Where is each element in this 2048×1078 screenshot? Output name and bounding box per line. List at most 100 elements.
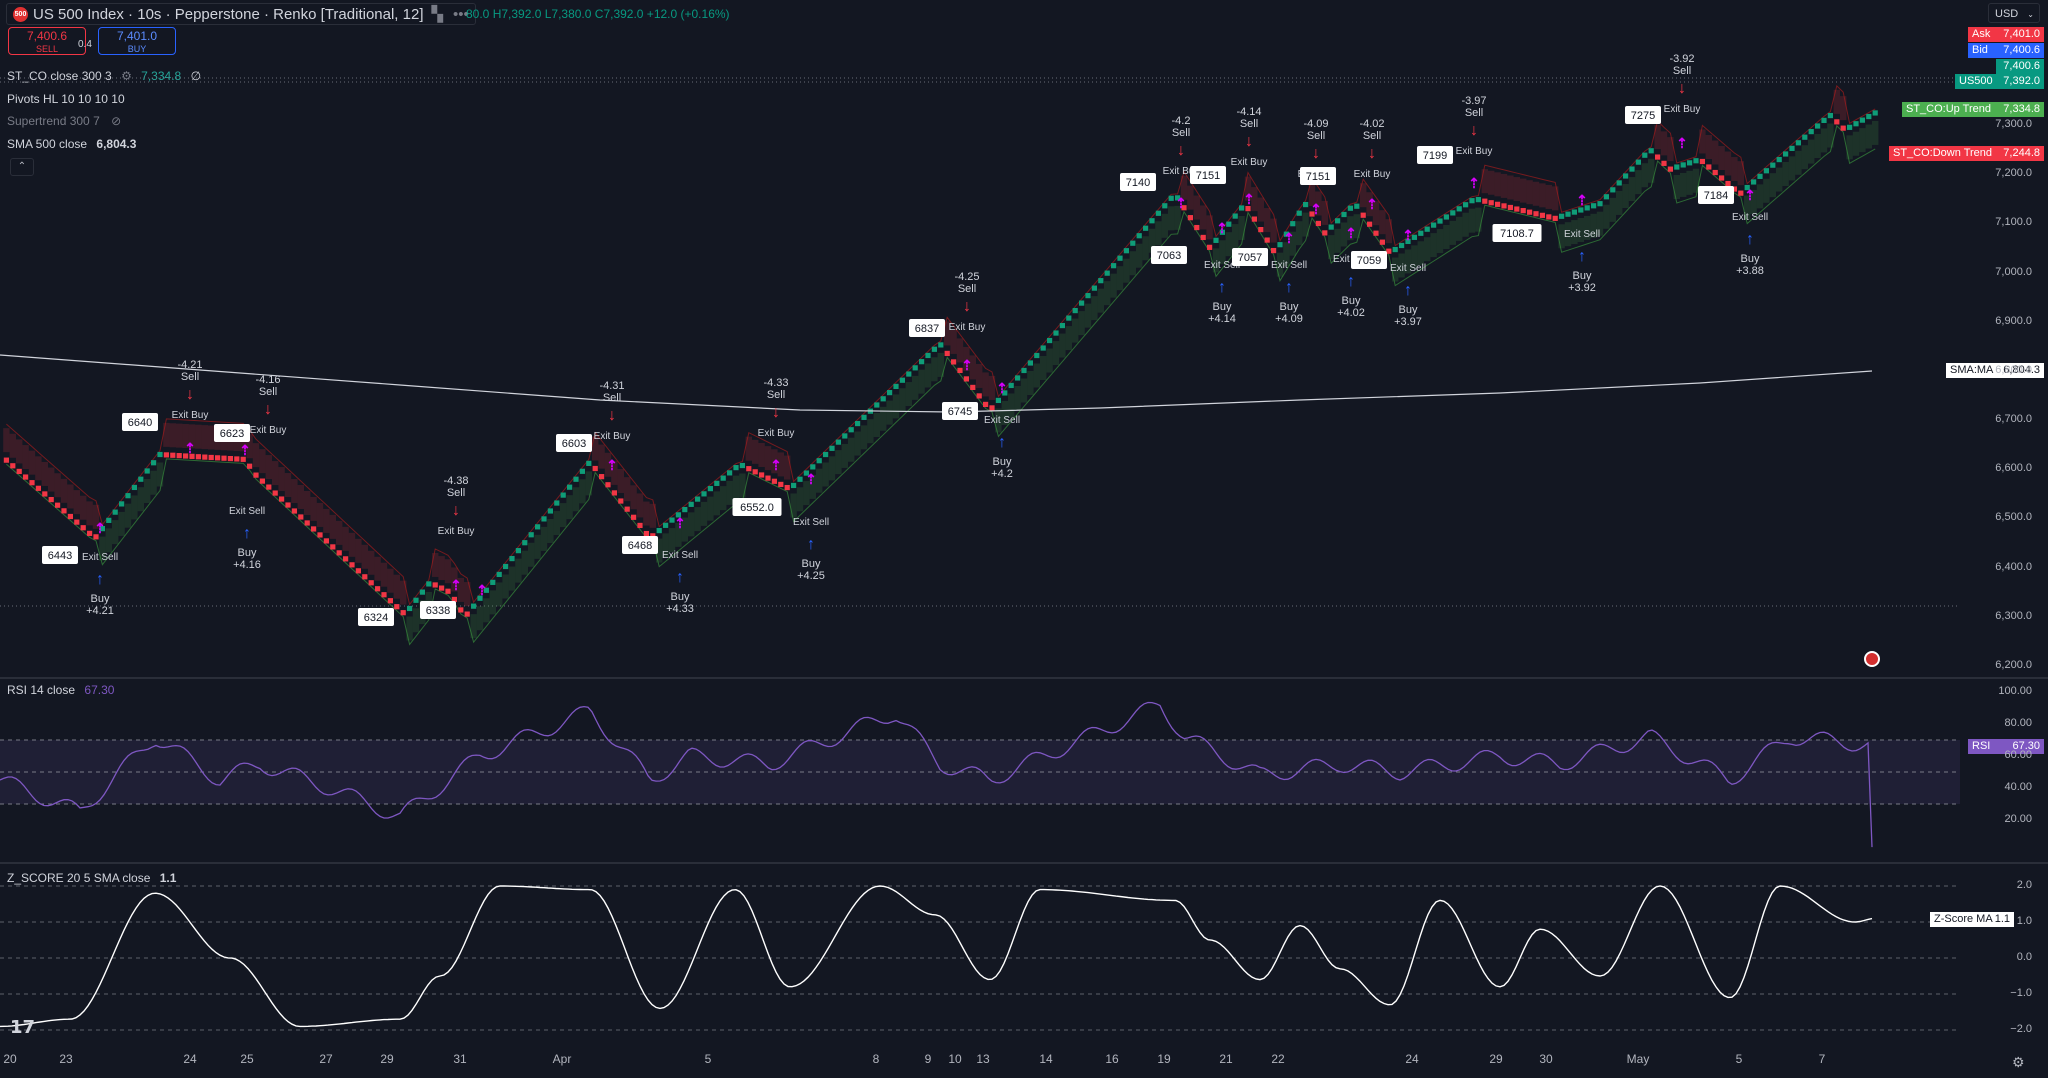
hidden-eye-icon[interactable]: ⊘ [111, 114, 122, 128]
sell-label: Sell [1172, 127, 1190, 139]
supertrend-band [156, 462, 164, 487]
sell-arrow-icon: ↓ [608, 407, 616, 424]
renko-brick [1155, 210, 1161, 216]
supertrend-band [1865, 124, 1872, 149]
legend-supertrend[interactable]: Supertrend 300 7 ⊘ [7, 114, 121, 128]
currency-select[interactable]: USD ⌄ [1988, 3, 2040, 23]
zscore-line [0, 885, 1873, 1028]
supertrend-band [438, 556, 445, 581]
pivot-label: 7199 [1423, 150, 1447, 162]
renko-brick [1603, 194, 1609, 200]
renko-brick [1091, 285, 1097, 291]
us-flag-icon[interactable] [1864, 651, 1880, 667]
renko-brick [10, 463, 16, 469]
renko-brick [375, 586, 381, 592]
renko-brick [189, 453, 195, 459]
renko-brick [285, 502, 291, 508]
supertrend-band [28, 450, 36, 475]
legend-sma[interactable]: SMA 500 close 6,804.3 [7, 137, 136, 151]
exit-buy-label: Exit Buy [1664, 104, 1701, 115]
price-axis-label: 7,200.0 [1995, 167, 2032, 180]
date-axis-label: 29 [380, 1052, 394, 1066]
supertrend-band [1174, 205, 1181, 230]
date-axis-label: 31 [453, 1052, 467, 1066]
renko-brick [1648, 148, 1654, 154]
sell-arrow-icon: ↓ [1177, 142, 1185, 159]
supertrend-band [1417, 241, 1424, 266]
renko-brick [1507, 204, 1513, 211]
exit-marker-icon: ⇡ [1243, 191, 1255, 207]
supertrend-band [803, 481, 810, 506]
renko-brick [1827, 112, 1833, 119]
renko-brick [829, 445, 835, 451]
renko-brick [1559, 213, 1565, 219]
exit-marker-icon: ⇡ [1676, 135, 1688, 151]
date-axis-label: 22 [1271, 1052, 1285, 1066]
legend-zscore[interactable]: Z_SCORE 20 5 SMA close 1.1 [7, 871, 176, 885]
supertrend-band [656, 538, 663, 563]
supertrend-band [1628, 177, 1636, 202]
pivot-label-box [358, 608, 394, 626]
legend-st-co-extra: ∅ [190, 69, 202, 83]
buy-button[interactable]: 7,401.0 BUY [98, 27, 176, 55]
pivot-label-box [1492, 224, 1542, 242]
renko-brick [778, 481, 784, 488]
renko-brick [1872, 110, 1878, 116]
renko-brick [1002, 390, 1008, 396]
sell-label: Sell [1673, 65, 1691, 77]
tradingview-logo-icon[interactable]: 𝟭𝟳 [10, 1017, 36, 1037]
exit-sell-label: Exit Sell [1564, 229, 1600, 240]
renko-brick [1501, 203, 1507, 209]
renko-brick [1079, 300, 1085, 306]
zscore-label: Z-Score MA [1934, 913, 1993, 925]
supertrend-band [1232, 224, 1239, 249]
collapse-legend-button[interactable]: ⌃ [10, 158, 34, 176]
symbol-title-button[interactable]: 500 US 500 Index · 10s · Pepperstone · R… [6, 3, 476, 25]
supertrend-band [1257, 197, 1264, 222]
renko-brick [368, 580, 374, 586]
pivot-label: 7140 [1126, 177, 1150, 189]
supertrend-band [995, 408, 1002, 433]
legend-st-co[interactable]: ST_CO close 300 3 ⚙ 7,334.8 ∅ [7, 69, 201, 83]
renko-brick [23, 474, 29, 480]
supertrend-band [41, 461, 48, 486]
more-icon[interactable]: ••• [453, 5, 469, 23]
supertrend-band [1014, 385, 1021, 410]
renko-brick [1379, 239, 1385, 245]
settings-gear-icon[interactable]: ⚙ [2012, 1054, 2025, 1070]
settings-icon[interactable]: ⚙ [121, 69, 132, 83]
buy-arrow-icon: ↑ [1578, 248, 1586, 265]
supertrend-band [1328, 235, 1335, 260]
legend-pivots[interactable]: Pivots HL 10 10 10 10 [7, 92, 125, 106]
supertrend-band [1289, 231, 1296, 256]
renko-brick [1219, 229, 1225, 235]
supertrend-band [1168, 206, 1175, 231]
pivot-label-box [42, 546, 78, 564]
buy-amount: +4.25 [797, 570, 825, 582]
renko-brick [1347, 205, 1353, 211]
zscore-value-label: Z-Score MA 1.1 [1930, 912, 2014, 927]
supertrend-band [521, 550, 528, 575]
supertrend-band [1046, 348, 1053, 373]
supertrend-band [1667, 137, 1674, 162]
pane-separator-rsi[interactable] [0, 677, 2048, 679]
date-axis-label: Apr [552, 1052, 572, 1066]
renko-brick [48, 496, 54, 503]
renko-brick [279, 496, 285, 502]
supertrend-band [1801, 145, 1808, 170]
rsi-axis-label: 80.00 [2004, 717, 2032, 729]
renko-brick [1578, 207, 1584, 213]
supertrend-band [1136, 243, 1143, 268]
pane-separator-zscore[interactable] [0, 862, 2048, 864]
sell-button[interactable]: 7,400.6 SELL [8, 27, 86, 55]
supertrend-band [48, 467, 55, 492]
pivot-label: 7151 [1196, 170, 1220, 182]
date-axis-label: 14 [1039, 1052, 1053, 1066]
supertrend-band [1302, 212, 1309, 237]
flag-icon[interactable]: ▚ [431, 6, 444, 23]
supertrend-band [873, 412, 880, 437]
buy-label: Buy [802, 558, 821, 570]
legend-rsi[interactable]: RSI 14 close 67.30 [7, 683, 114, 697]
renko-brick [1328, 224, 1334, 230]
